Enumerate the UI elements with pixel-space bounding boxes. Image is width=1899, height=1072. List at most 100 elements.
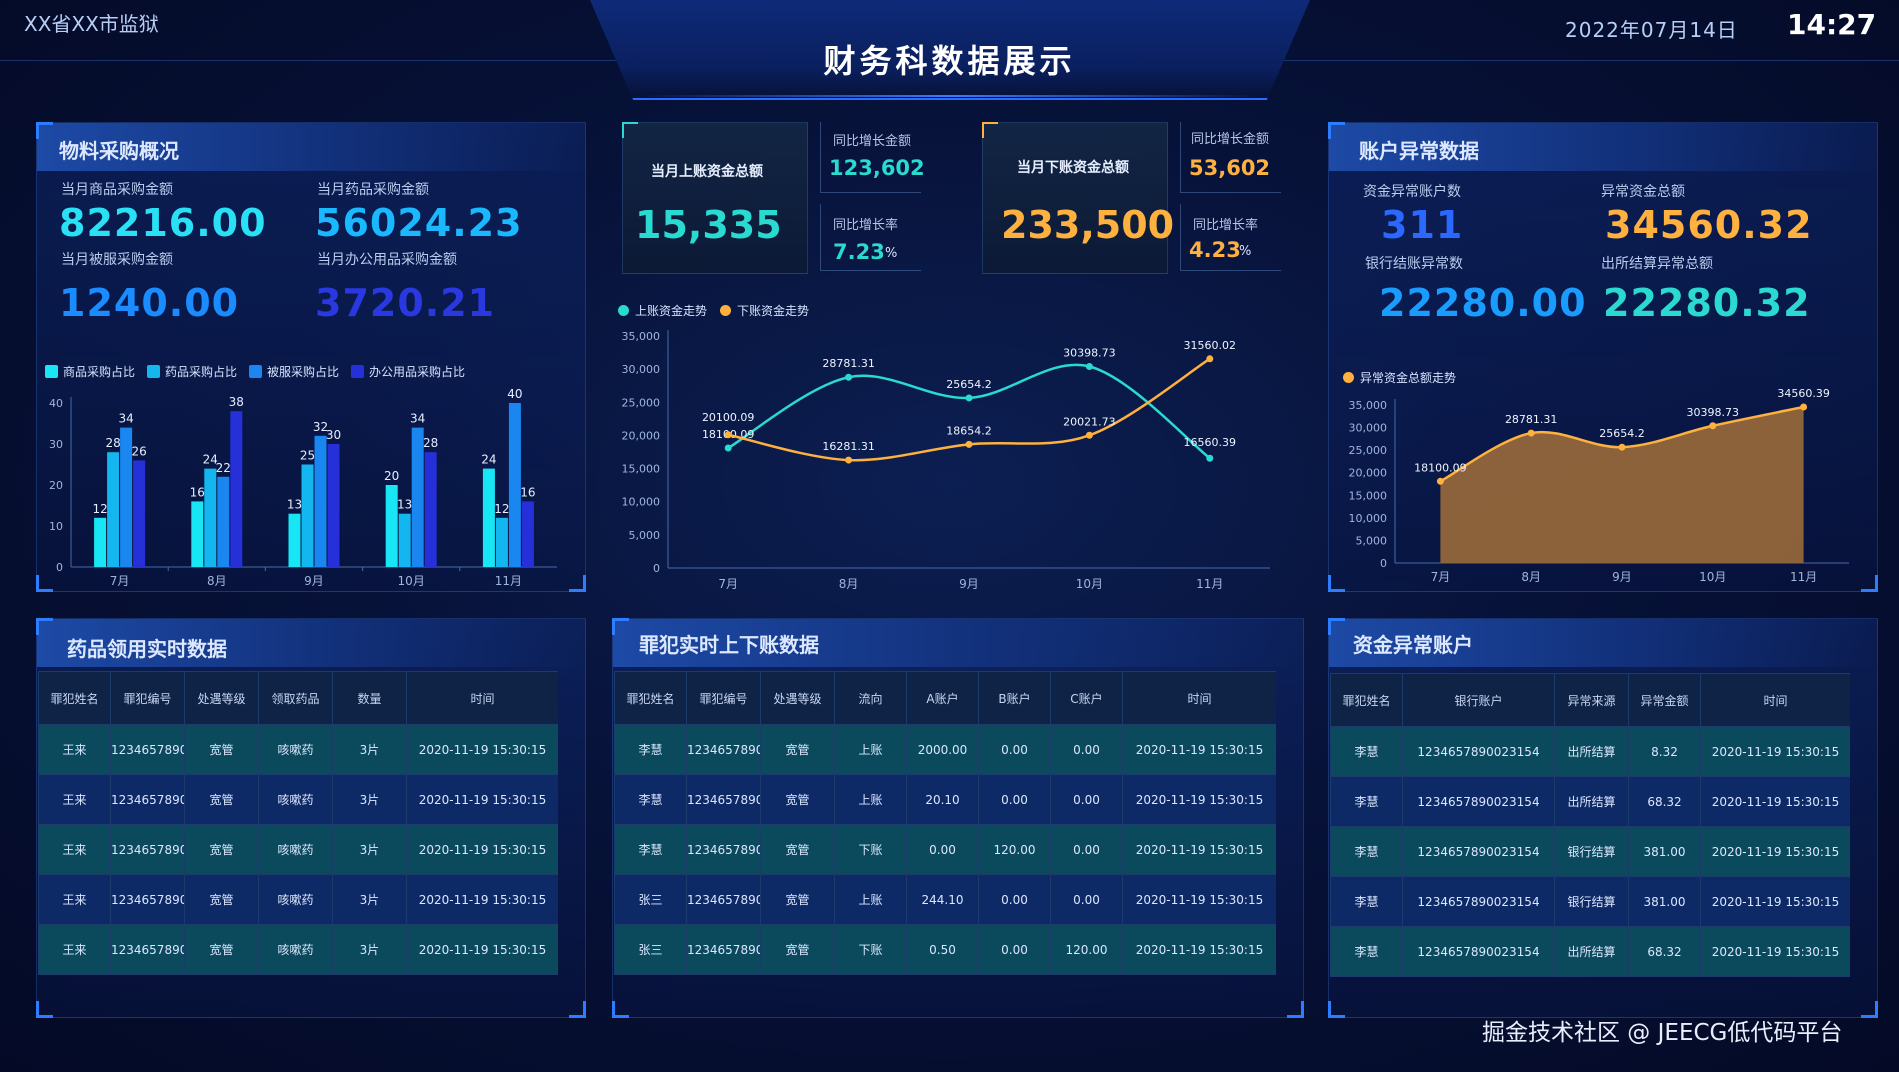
table-cell: 2000.00 (906, 724, 979, 775)
table-cell: 381.00 (1628, 876, 1701, 927)
table-row[interactable]: 李慧 1234657890023154 出所结算 68.32 2020-11-19 15… (1330, 776, 1850, 827)
table-cell: 3片 (332, 824, 407, 875)
column-header[interactable]: 异常来源 (1554, 673, 1629, 727)
data-point (1800, 403, 1808, 411)
stat-value: 311 (1381, 203, 1464, 247)
table-row[interactable]: 李慧 1234657890 宽管 上账 2000.00 0.00 0.00 2020-11-1… (614, 724, 1276, 775)
table-cell: 68.32 (1628, 776, 1701, 827)
growth-label: 同比增长金额 (833, 134, 912, 149)
table-cell: 1234657890 (110, 874, 185, 925)
data-point (845, 456, 853, 464)
y-tick-label: 20,000 (1349, 467, 1388, 480)
column-header[interactable]: C账户 (1050, 671, 1123, 725)
table-cell: 3片 (332, 724, 407, 775)
column-header[interactable]: 处遇等级 (760, 671, 835, 725)
data-point (1436, 477, 1444, 485)
rate-label: 同比增长率 (1193, 218, 1259, 233)
column-header[interactable]: 银行账户 (1402, 673, 1555, 727)
table-row[interactable]: 王来 1234657890 宽管 咳嗽药 3片 2020-11-19 15:30:15 (38, 724, 558, 775)
column-header[interactable]: 时间 (406, 671, 558, 725)
table-row[interactable]: 李慧 1234657890023154 银行结算 381.00 2020-11-19 1… (1330, 876, 1850, 927)
corner-decor (1328, 1001, 1345, 1018)
table-cell: 上账 (834, 874, 907, 925)
data-label: 16281.31 (822, 440, 875, 453)
column-header[interactable]: 领取药品 (258, 671, 333, 725)
column-header[interactable]: 罪犯编号 (686, 671, 761, 725)
column-header[interactable]: A账户 (906, 671, 979, 725)
bar (327, 444, 340, 567)
y-tick-label: 10,000 (622, 496, 661, 509)
legend-label: 商品采购占比 (63, 365, 136, 379)
data-point (1206, 355, 1214, 363)
column-header[interactable]: 罪犯姓名 (1330, 673, 1403, 727)
table-row[interactable]: 李慧 1234657890023154 出所结算 8.32 2020-11-19 15:… (1330, 726, 1850, 777)
fund-out-title: 当月下账资金总额 (1017, 160, 1129, 176)
x-tick-label: 7月 (1431, 570, 1451, 584)
table-row[interactable]: 李慧 1234657890023154 出所结算 68.32 2020-11-19 15… (1330, 926, 1850, 977)
y-tick-label: 20 (49, 479, 63, 492)
data-label: 25654.2 (946, 378, 992, 391)
bar (301, 464, 314, 567)
table-row[interactable]: 王来 1234657890 宽管 咳嗽药 3片 2020-11-19 15:30:15 (38, 874, 558, 925)
data-point (965, 440, 973, 448)
table-cell: 2020-11-19 15:30:15 (406, 774, 558, 825)
stat-label: 银行结账异常数 (1365, 256, 1463, 272)
legend-item[interactable]: 药品采购占比 (147, 363, 237, 380)
table-cell: 1234657890 (686, 824, 761, 875)
legend-item[interactable]: 上账资金走势 (618, 302, 707, 319)
x-tick-label: 11月 (1196, 577, 1223, 591)
table-row[interactable]: 李慧 1234657890023154 银行结算 381.00 2020-11-19 1… (1330, 826, 1850, 877)
data-point (1085, 431, 1093, 439)
column-header[interactable]: 罪犯姓名 (614, 671, 687, 725)
column-header[interactable]: 处遇等级 (184, 671, 259, 725)
data-point (1618, 443, 1626, 451)
y-tick-label: 5,000 (629, 529, 661, 542)
column-header[interactable]: 异常金额 (1628, 673, 1701, 727)
column-header[interactable]: 时间 (1700, 673, 1850, 727)
bar-value-label: 25 (300, 449, 315, 463)
column-header[interactable]: 罪犯编号 (110, 671, 185, 725)
bar (411, 427, 424, 567)
table-row[interactable]: 王来 1234657890 宽管 咳嗽药 3片 2020-11-19 15:30:15 (38, 924, 558, 975)
column-header[interactable]: 时间 (1122, 671, 1276, 725)
legend-item[interactable]: 办公用品采购占比 (351, 363, 465, 380)
corner-decor (36, 122, 53, 139)
column-header[interactable]: 数量 (332, 671, 407, 725)
table-row[interactable]: 李慧 1234657890 宽管 上账 20.10 0.00 0.00 2020-11-19 … (614, 774, 1276, 825)
column-header[interactable]: 罪犯姓名 (38, 671, 111, 725)
bar-value-label: 38 (229, 395, 244, 409)
legend-item[interactable]: 下账资金走势 (720, 302, 809, 319)
panel-header (37, 619, 585, 667)
table-cell: 2020-11-19 15:30:15 (1700, 826, 1850, 877)
growth-label: 同比增长金额 (1191, 132, 1270, 147)
table-row[interactable]: 张三 1234657890 宽管 下账 0.50 0.00 120.00 2020-11-19… (614, 924, 1276, 975)
fund-abnormal-table: 罪犯姓名 银行账户 异常来源 异常金额 时间 李慧 123465789002315… (1330, 673, 1850, 977)
column-header[interactable]: 流向 (834, 671, 907, 725)
legend-item[interactable]: 异常资金总额走势 (1343, 369, 1456, 386)
rate-value: 4.23 (1189, 238, 1241, 262)
fund-in-rate: 同比增长率 7.23 % (820, 204, 921, 271)
fund-out-growth: 同比增长金额 53,602 (1180, 122, 1281, 193)
table-cell: 1234657890 (686, 874, 761, 925)
corner-decor (1861, 1001, 1878, 1018)
column-header[interactable]: B账户 (978, 671, 1051, 725)
table-cell: 咳嗽药 (258, 824, 333, 875)
abnormal-area-chart: 0 5,000 10,000 15,000 20,000 25,000 30,000 35,0… (1349, 387, 1849, 584)
x-tick-label: 11月 (1790, 570, 1817, 584)
data-label: 28781.31 (1505, 413, 1558, 426)
legend-item[interactable]: 被服采购占比 (249, 363, 339, 380)
fund-out-card: 当月下账资金总额 233,500 (982, 122, 1174, 274)
table-row[interactable]: 张三 1234657890 宽管 上账 244.10 0.00 0.00 2020-11-19… (614, 874, 1276, 925)
bar (230, 411, 243, 567)
bar (204, 468, 217, 567)
table-cell: 0.00 (978, 924, 1051, 975)
table-cell: 2020-11-19 15:30:15 (406, 924, 558, 975)
data-point (724, 444, 732, 452)
table-row[interactable]: 王来 1234657890 宽管 咳嗽药 3片 2020-11-19 15:30:15 (38, 824, 558, 875)
table-row[interactable]: 李慧 1234657890 宽管 下账 0.00 120.00 0.00 2020-11-19… (614, 824, 1276, 875)
table-row[interactable]: 王来 1234657890 宽管 咳嗽药 3片 2020-11-19 15:30:15 (38, 774, 558, 825)
table-cell: 1234657890 (686, 724, 761, 775)
table-cell: 1234657890023154 (1402, 926, 1555, 977)
legend-swatch (1343, 372, 1354, 383)
legend-item[interactable]: 商品采购占比 (45, 363, 135, 380)
